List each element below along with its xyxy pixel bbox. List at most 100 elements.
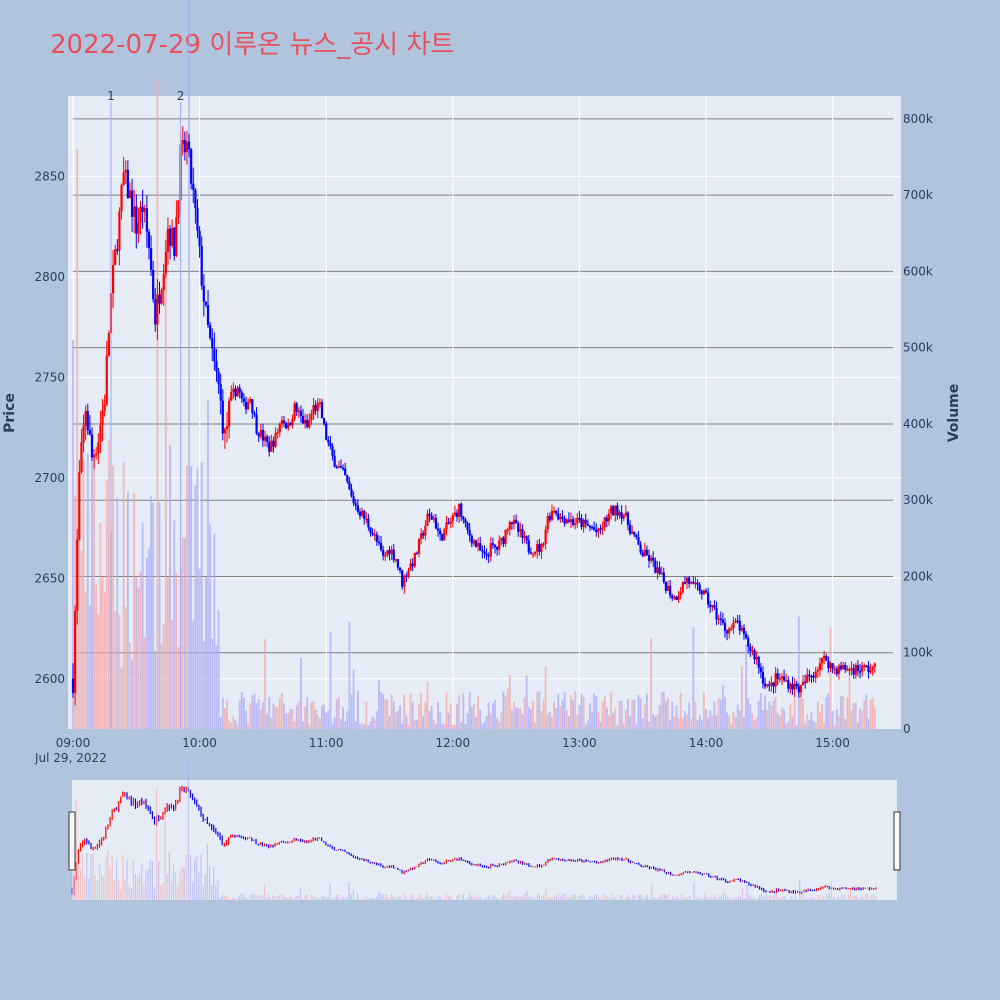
candle-body [673, 596, 676, 599]
range-volume-bar [437, 895, 439, 900]
volume-bar [302, 721, 304, 729]
candle-body [679, 592, 682, 596]
candle-body [282, 420, 286, 424]
candle-body [590, 527, 594, 529]
candle-body [308, 419, 311, 428]
volume-bar [369, 721, 372, 729]
range-volume-bar [274, 896, 276, 900]
candle-body [196, 208, 199, 231]
volume-bar [675, 705, 678, 729]
volume-bar [76, 149, 79, 729]
volume-bar [662, 691, 665, 729]
volume-bar [755, 717, 758, 729]
range-volume-bar [426, 892, 428, 900]
candle-body [333, 455, 336, 467]
range-volume-bar [232, 897, 234, 900]
candle-body [643, 549, 646, 557]
candle-body [432, 517, 435, 520]
range-volume-bar [551, 897, 553, 900]
volume-bar [770, 705, 773, 729]
volume-bar [487, 702, 490, 729]
range-volume-bar [545, 889, 547, 900]
range-volume-bar [456, 895, 458, 900]
range-volume-bar [663, 893, 665, 900]
candle-body [791, 683, 794, 690]
candle-body [557, 513, 560, 520]
candle-body [548, 516, 551, 521]
volume-bar [523, 697, 526, 729]
range-volume-bar [824, 898, 826, 900]
x-tick-label: 13:00 [562, 736, 597, 750]
range-volume-bar [120, 889, 122, 900]
y-tick-label: 2850 [34, 169, 65, 183]
volume-bar [116, 498, 119, 729]
candle-body [139, 206, 142, 223]
range-volume-bar [293, 898, 295, 900]
range-volume-bar [160, 885, 162, 900]
candle-body [753, 650, 756, 660]
candle-body [593, 527, 596, 530]
range-handle-right[interactable] [893, 811, 901, 871]
candle-body [812, 675, 815, 678]
x-tick-label: 10:00 [182, 736, 217, 750]
candle-body [533, 551, 537, 554]
candle-body [487, 555, 490, 557]
volume-bar [740, 665, 743, 729]
candle-body [304, 419, 307, 424]
range-volume-bar [534, 898, 536, 900]
range-volume-bar [684, 896, 687, 900]
volume-bar [692, 627, 695, 729]
candle-body [263, 436, 267, 441]
range-volume-bar [96, 880, 98, 900]
range-volume-bar [443, 899, 445, 900]
volume-bar [857, 722, 859, 729]
range-volume-bar [168, 851, 170, 900]
range-volume-bar [289, 896, 291, 900]
candle-body [709, 604, 712, 607]
range-volume-bar [481, 899, 483, 900]
volume-bar [272, 703, 275, 729]
volume-bar [842, 696, 845, 729]
range-handle-left[interactable] [68, 811, 76, 871]
volume-bar [449, 703, 452, 729]
candle-body [586, 523, 589, 527]
range-volume-bar [634, 894, 636, 900]
volume-bar [610, 692, 612, 729]
candle-body [453, 512, 457, 516]
candle-body [116, 249, 119, 251]
range-volume-bar [566, 896, 568, 900]
volume-bar [574, 691, 577, 729]
range-volume-bar [454, 899, 456, 900]
range-volume-bar [424, 895, 426, 900]
candle-body [536, 544, 539, 552]
volume-bar [359, 724, 361, 729]
candle-body [842, 664, 845, 670]
volume-bar [141, 523, 144, 729]
volume-bar [95, 584, 98, 729]
candle-body [820, 658, 824, 664]
volume-bar [713, 701, 716, 729]
volume-bar [479, 709, 482, 729]
volume-bar [502, 691, 505, 729]
candle-body [578, 517, 581, 520]
candle-body [103, 404, 106, 411]
range-volume-bar [301, 898, 304, 900]
candle-body [618, 512, 621, 516]
volume-bar [211, 638, 214, 729]
candle-body [491, 543, 494, 546]
candle-body [439, 530, 442, 535]
range-volume-bar [356, 893, 359, 900]
candle-body [396, 559, 400, 568]
range-volume-bar [373, 898, 376, 900]
candle-body [759, 667, 762, 673]
volume-bar [88, 605, 91, 729]
range-volume-bar [832, 896, 835, 900]
range-volume-bar [107, 850, 109, 900]
volume-bar [797, 616, 800, 729]
volume-bar [527, 707, 530, 729]
candle-body [734, 620, 737, 623]
range-volume-bar [183, 867, 185, 900]
volume-bar [356, 691, 359, 729]
range-volume-bar [153, 886, 156, 900]
candle-body [107, 333, 110, 356]
